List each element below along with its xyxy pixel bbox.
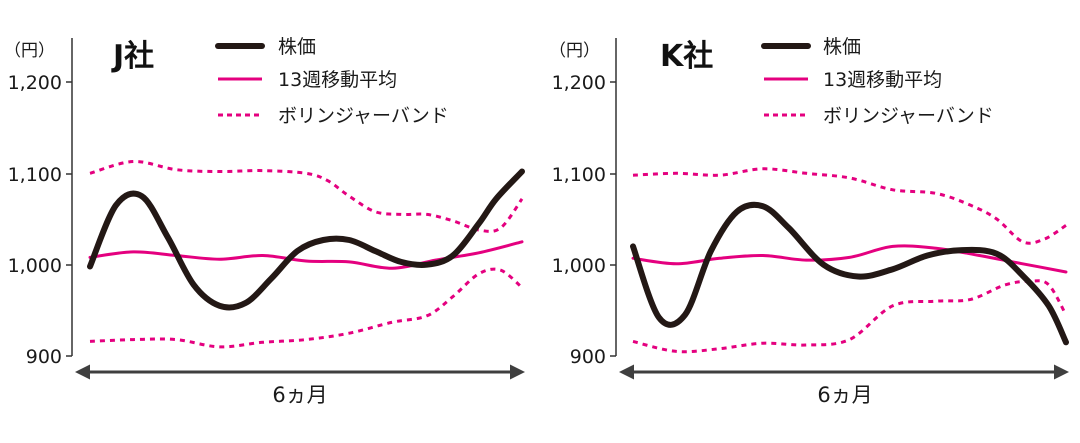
bollinger-upper-line [89,159,524,233]
y-tick-label-1: 1,000 [8,255,62,277]
chart-title: J社 [111,39,154,74]
series-group [87,159,525,349]
legend-label-bb: ボリンジャーバンド [823,105,994,127]
y-unit-label: （円） [549,41,600,61]
legend-label-bb: ボリンジャーバンド [278,105,449,127]
stock-price-line [630,201,1069,346]
y-axis-ticks: 900 1,000 1,100 1,200 [552,72,616,368]
legend: 株価 13週移動平均 ボリンジャーバンド [215,36,449,127]
legend: 株価 13週移動平均 ボリンジャーバンド [761,36,994,127]
bollinger-upper-line [632,167,1067,245]
legend-label-stock: 株価 [278,36,316,58]
legend-label-ma: 13週移動平均 [823,69,942,91]
bollinger-lower-line [632,279,1068,354]
y-tick-label-0: 900 [26,346,62,368]
period-label: 6ヵ月 [272,383,327,407]
y-tick-label-3: 1,200 [8,72,62,94]
y-axis-ticks: 900 1,000 1,100 1,200 [8,72,72,368]
bollinger-lower-line [89,267,523,349]
chart-panel-j: （円） 900 1,000 1,100 1,200 J社 株価 13週移動平均 … [4,36,525,407]
y-unit-label: （円） [4,41,55,61]
legend-label-ma: 13週移動平均 [278,69,397,91]
legend-label-stock: 株価 [823,36,861,58]
y-tick-label-1: 1,000 [552,255,606,277]
period-label: 6ヵ月 [817,383,872,407]
chart-panel-k: （円） 900 1,000 1,100 1,200 K社 株価 13週移動平均 … [549,36,1069,407]
y-tick-label-2: 1,100 [8,164,62,186]
y-tick-label-2: 1,100 [552,164,606,186]
series-group [630,167,1069,354]
y-tick-label-0: 900 [570,346,606,368]
stock-price-line [87,168,525,311]
y-tick-label-3: 1,200 [552,72,606,94]
chart-title: K社 [660,39,713,74]
